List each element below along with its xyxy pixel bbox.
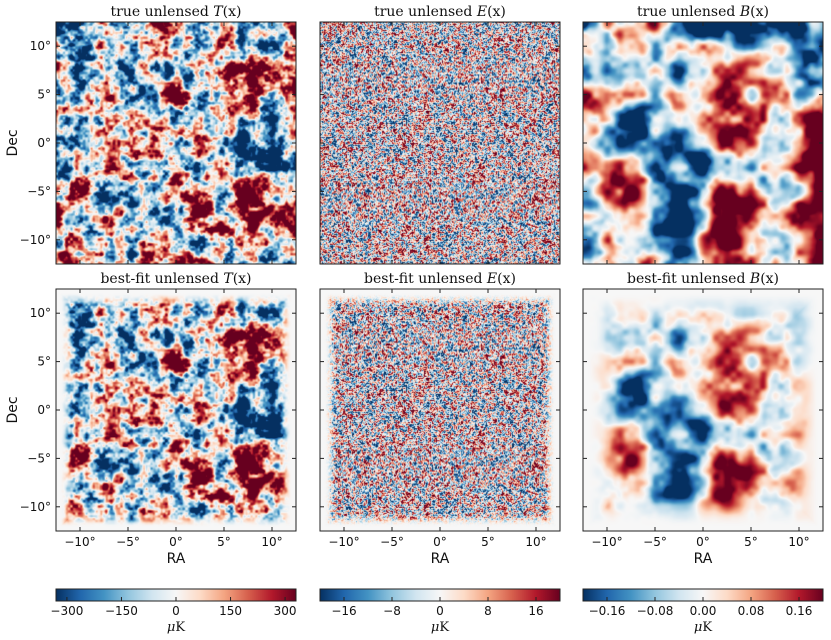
y-tick-label: −10° — [20, 500, 51, 514]
panel-title-field: B — [739, 4, 750, 20]
panel-title-field: T — [223, 271, 234, 287]
colorbar-unit-label: μK — [167, 620, 185, 635]
panel-title: true unlensed T(x) — [111, 4, 242, 20]
colorbar-tick-label: 16 — [528, 604, 543, 618]
panel-title-prefix: best-fit unlensed — [627, 271, 750, 287]
y-tick-label: 10° — [30, 306, 51, 320]
y-tick-label: −5° — [27, 451, 51, 465]
colorbar-unit-symbol: μ — [431, 620, 439, 635]
y-tick-label: −5° — [27, 184, 51, 198]
colorbar-tick-label: −16 — [331, 604, 356, 618]
panel-r0-e: true unlensed E(x) — [319, 4, 561, 265]
heatmap-image — [583, 289, 823, 531]
panel-title-arg: (x) — [760, 271, 779, 287]
y-tick-label: −10° — [20, 233, 51, 247]
colorbar-tick-label: −0.16 — [589, 604, 626, 618]
heatmap-image — [56, 289, 296, 531]
colorbar-unit-rest: K — [702, 620, 712, 635]
colorbar-unit-label: μK — [694, 620, 712, 635]
y-tick-label: 0° — [37, 403, 51, 417]
x-tick-label: −10° — [591, 535, 622, 549]
panel-r0-b: true unlensed B(x) — [582, 4, 824, 265]
panel-r1-t: best-fit unlensed T(x) −10° −5° 0° 5° 10° 10° 5… — [5, 271, 297, 567]
heatmap-image — [583, 22, 823, 264]
panel-r0-t: true unlensed T(x) 10° 5° 0° −5° −10° Dec — [5, 4, 297, 265]
panel-title-prefix: best-fit unlensed — [100, 271, 223, 287]
x-tick-label: 5° — [481, 535, 495, 549]
colorbar-tick-label: −8 — [383, 604, 401, 618]
x-tick-label: 5° — [744, 535, 758, 549]
colorbar-unit-rest: K — [175, 620, 185, 635]
colorbar-unit-rest: K — [439, 620, 449, 635]
colorbar-tick-label: −0.08 — [637, 604, 674, 618]
panel-title-field: B — [749, 271, 760, 287]
panel-title-prefix: true unlensed — [637, 4, 740, 20]
colorbar-0: −300 −150 0 150 300 μK — [50, 588, 297, 635]
colorbar-tick-label: 0.00 — [690, 604, 717, 618]
panel-title-arg: (x) — [497, 271, 516, 287]
panel-title-arg: (x) — [223, 4, 242, 20]
colorbar-tick-label: 0 — [172, 604, 180, 618]
x-tick-label: 10° — [525, 535, 546, 549]
colorbar-tick-label: −300 — [50, 604, 83, 618]
colorbar-unit-symbol: μ — [694, 620, 702, 635]
heatmap-image — [56, 22, 296, 264]
x-axis-label: RA — [431, 551, 450, 567]
y-tick-label: 10° — [30, 39, 51, 53]
x-tick-label: 0° — [433, 535, 447, 549]
x-tick-label: −5° — [116, 535, 140, 549]
panel-r1-b: best-fit unlensed B(x) −10° −5° 0° 5° 10° RA — [582, 271, 824, 567]
y-axis-label: Dec — [5, 129, 21, 156]
x-tick-label: 10° — [261, 535, 282, 549]
x-tick-label: 0° — [696, 535, 710, 549]
panel-title: true unlensed E(x) — [374, 4, 506, 20]
y-axis-label: Dec — [5, 396, 21, 423]
colorbar-tick-label: 300 — [274, 604, 297, 618]
y-tick-label: 5° — [37, 88, 51, 102]
x-tick-label: −5° — [643, 535, 667, 549]
panels-layer: true unlensed T(x)10°5°0°−5°−10°Dectrue … — [5, 4, 824, 567]
panel-title-arg: (x) — [750, 4, 769, 20]
x-axis-label: RA — [167, 551, 186, 567]
panel-title: best-fit unlensed E(x) — [364, 271, 516, 287]
panel-title: true unlensed B(x) — [637, 4, 769, 20]
colorbar-2: −0.16 −0.08 0.00 0.08 0.16 μK — [582, 588, 824, 635]
panel-r1-e: best-fit unlensed E(x) −10° −5° 0° 5° 10° RA — [319, 271, 561, 567]
heatmap-image — [320, 22, 560, 264]
colorbar-tick-label: −150 — [105, 604, 138, 618]
colorbar-tick-label: 150 — [219, 604, 242, 618]
colorbar-1: −16 −8 0 8 16 μK — [319, 588, 561, 635]
panel-title: best-fit unlensed B(x) — [627, 271, 779, 287]
x-tick-label: 10° — [788, 535, 809, 549]
colorbar-tick-label: 0 — [436, 604, 444, 618]
panel-title-prefix: true unlensed — [374, 4, 477, 20]
x-axis-label: RA — [694, 551, 713, 567]
x-tick-label: 5° — [217, 535, 231, 549]
panel-title-arg: (x) — [487, 4, 506, 20]
panel-title-field: E — [476, 4, 487, 20]
colorbar-unit-label: μK — [431, 620, 449, 635]
heatmap-image — [320, 289, 560, 531]
y-tick-label: 0° — [37, 136, 51, 150]
x-tick-label: −5° — [380, 535, 404, 549]
panel-title-field: E — [486, 271, 497, 287]
x-tick-label: 0° — [169, 535, 183, 549]
x-tick-label: −10° — [64, 535, 95, 549]
panel-title: best-fit unlensed T(x) — [100, 271, 251, 287]
panel-title-field: T — [213, 4, 224, 20]
panel-title-arg: (x) — [233, 271, 252, 287]
colorbar-unit-symbol: μ — [167, 620, 175, 635]
colorbar-tick-label: 0.08 — [738, 604, 765, 618]
colorbar-tick-label: 8 — [484, 604, 492, 618]
panel-title-prefix: true unlensed — [111, 4, 214, 20]
y-tick-label: 5° — [37, 355, 51, 369]
x-tick-label: −10° — [328, 535, 359, 549]
panel-title-prefix: best-fit unlensed — [364, 271, 487, 287]
colorbar-tick-label: 0.16 — [786, 604, 813, 618]
